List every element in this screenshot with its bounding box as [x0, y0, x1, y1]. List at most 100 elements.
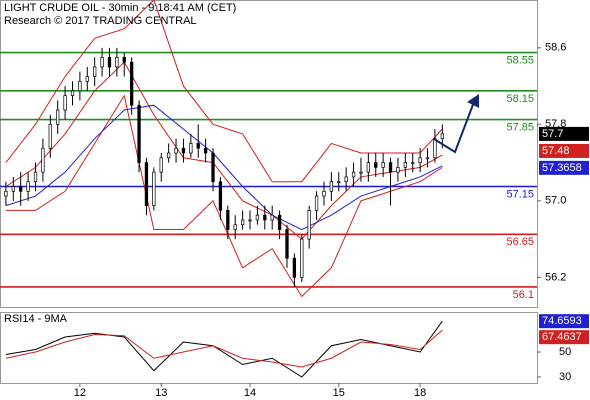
main-plot	[0, 0, 537, 298]
candle-body	[181, 147, 186, 154]
x-tick-label: 15	[333, 387, 345, 399]
forecast-arrow	[433, 101, 475, 154]
rsi-panel	[0, 312, 538, 384]
candle-body	[19, 186, 23, 192]
candle-body	[63, 95, 67, 111]
candle-body	[93, 66, 97, 77]
value-box-label: 57.48	[542, 145, 570, 157]
arrow-head	[467, 94, 479, 108]
candle-body	[374, 162, 378, 168]
candle-body	[307, 210, 311, 240]
value-box	[539, 330, 589, 345]
candle-body	[144, 162, 149, 206]
candle-body	[329, 181, 334, 192]
candle-body	[255, 214, 260, 221]
y-tick-label: 58.6	[545, 42, 566, 54]
candle-body	[130, 61, 134, 106]
rsi-line	[5, 329, 443, 368]
level-label: 56.65	[506, 236, 534, 248]
candle-body	[388, 162, 393, 173]
candle-body	[425, 157, 430, 160]
rsi-plot	[5, 320, 443, 378]
value-box-label: 57.7	[542, 128, 563, 140]
candle-body	[85, 76, 89, 82]
level-label: 57.85	[506, 121, 534, 133]
candle-body	[300, 238, 304, 278]
candle-body	[11, 186, 15, 192]
candle-body	[411, 162, 415, 164]
candle-body	[359, 171, 363, 174]
chart-title: LIGHT CRUDE OIL - 30min - 9:18:41 AM (CE…	[4, 2, 236, 14]
indicator-line	[5, 104, 443, 231]
value-box	[539, 143, 589, 158]
candle-body	[351, 171, 356, 178]
candle-body	[366, 162, 371, 173]
level-label: 58.55	[506, 55, 534, 67]
indicator-line	[5, 94, 443, 298]
level-label: 57.15	[506, 188, 534, 200]
main-panel	[0, 0, 538, 308]
candle-body	[152, 171, 156, 206]
value-box-label: 67.4637	[542, 331, 582, 343]
candle-body	[203, 147, 208, 154]
candle-body	[396, 167, 400, 173]
candle-body	[4, 190, 8, 197]
indicator-line	[5, 61, 443, 240]
x-tick-label: 12	[74, 387, 86, 399]
rsi-line	[5, 320, 443, 378]
candle-body	[174, 147, 178, 154]
rsi-tick-label: 50	[559, 346, 571, 358]
candle-body	[159, 157, 163, 173]
candle-body	[33, 171, 38, 183]
candle-body	[403, 162, 407, 168]
candle-body	[137, 104, 141, 163]
candle-body	[270, 214, 274, 221]
candle-body	[292, 257, 297, 278]
candle-body	[41, 147, 45, 173]
candle-body	[100, 57, 104, 68]
candle-body	[78, 80, 82, 92]
rsi-label: RSI14 - 9MA	[4, 313, 68, 325]
candle-body	[248, 219, 252, 222]
value-box-label: 57.3658	[542, 162, 582, 174]
candle-body	[381, 162, 385, 168]
value-box-label: 74.6593	[542, 315, 582, 327]
y-tick-label: 57.0	[545, 195, 566, 207]
candle-body	[337, 181, 341, 184]
candle-body	[233, 224, 237, 230]
candle-body	[322, 190, 326, 197]
value-box	[539, 126, 589, 141]
x-tick-label: 18	[414, 387, 426, 399]
candle-body	[107, 57, 112, 68]
y-tick-label: 56.2	[545, 271, 566, 283]
x-tick-label: 13	[155, 387, 167, 399]
value-box	[539, 160, 589, 175]
level-label: 56.1	[513, 289, 534, 301]
candle-body	[48, 123, 52, 149]
candle-body	[440, 133, 444, 140]
candle-body	[263, 214, 267, 221]
candle-body	[285, 229, 289, 259]
candle-body	[226, 210, 230, 230]
candle-body	[277, 214, 282, 230]
candle-body	[56, 109, 60, 125]
candle-body	[70, 90, 75, 96]
candle-body	[26, 181, 30, 192]
value-box	[539, 314, 589, 329]
candle-body	[166, 152, 171, 159]
candle-body	[115, 57, 119, 68]
candle-body	[344, 176, 348, 183]
candle-body	[211, 152, 215, 183]
level-label: 58.15	[506, 93, 534, 105]
chart-subtitle: Research © 2017 TRADING CENTRAL	[4, 15, 197, 27]
candle-body	[418, 157, 422, 163]
rsi-tick-label: 30	[559, 371, 571, 383]
candle-body	[218, 181, 223, 211]
x-tick-label: 14	[244, 387, 256, 399]
candle-body	[433, 138, 437, 159]
candle-body	[189, 143, 193, 154]
candle-body	[240, 219, 245, 226]
candle-body	[314, 195, 319, 211]
